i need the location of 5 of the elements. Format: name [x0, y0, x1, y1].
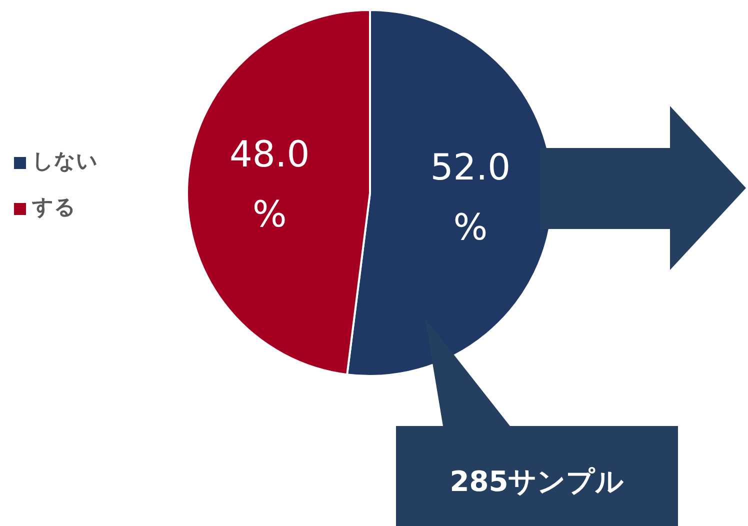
data-label: 48.0 %: [229, 134, 310, 236]
legend-label: しない: [32, 149, 98, 173]
data-label: 52.0 %: [430, 147, 511, 248]
text: 285サンプル: [450, 465, 624, 498]
legend-label: する: [31, 195, 76, 219]
